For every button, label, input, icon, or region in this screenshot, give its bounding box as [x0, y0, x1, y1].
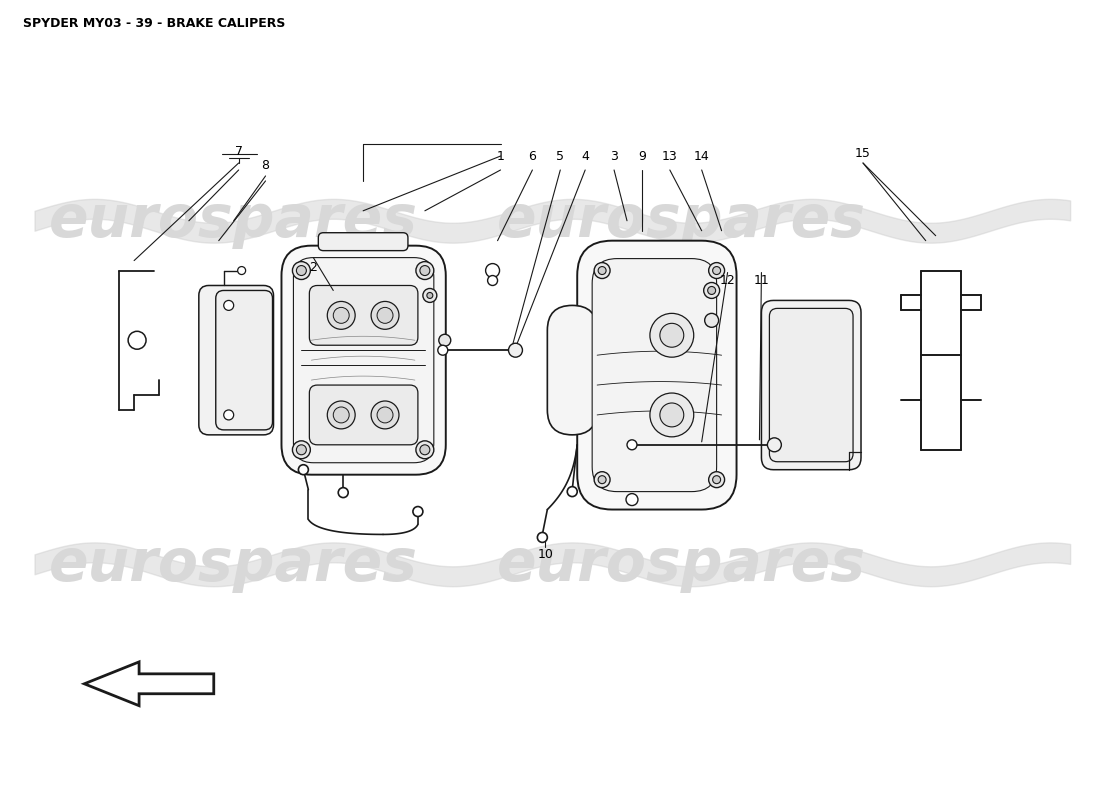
Text: 6: 6 [528, 150, 537, 162]
Circle shape [422, 289, 437, 302]
FancyBboxPatch shape [318, 233, 408, 250]
Circle shape [626, 494, 638, 506]
Text: 9: 9 [638, 150, 646, 162]
FancyBboxPatch shape [578, 241, 737, 510]
Circle shape [328, 401, 355, 429]
Circle shape [377, 407, 393, 423]
Circle shape [377, 307, 393, 323]
Text: 4: 4 [581, 150, 590, 162]
Circle shape [338, 488, 349, 498]
Circle shape [594, 472, 610, 488]
Circle shape [333, 407, 349, 423]
Circle shape [296, 266, 307, 275]
Text: 14: 14 [694, 150, 710, 162]
Circle shape [293, 441, 310, 458]
Text: eurospares: eurospares [50, 192, 418, 250]
Circle shape [705, 314, 718, 327]
FancyBboxPatch shape [769, 308, 852, 462]
Circle shape [650, 314, 694, 357]
Circle shape [707, 286, 716, 294]
Text: 3: 3 [610, 150, 618, 162]
Circle shape [223, 301, 233, 310]
Circle shape [439, 334, 451, 346]
Circle shape [594, 262, 610, 278]
Text: 2: 2 [309, 261, 317, 274]
Circle shape [238, 266, 245, 274]
Circle shape [416, 262, 433, 279]
Circle shape [650, 393, 694, 437]
Text: SPYDER MY03 - 39 - BRAKE CALIPERS: SPYDER MY03 - 39 - BRAKE CALIPERS [23, 17, 285, 30]
Circle shape [708, 262, 725, 278]
Circle shape [568, 486, 578, 497]
Text: 12: 12 [719, 274, 736, 287]
Text: 1: 1 [496, 150, 505, 162]
FancyBboxPatch shape [294, 258, 433, 462]
FancyBboxPatch shape [216, 290, 273, 430]
Circle shape [660, 323, 684, 347]
Circle shape [293, 262, 310, 279]
Circle shape [598, 476, 606, 484]
Circle shape [704, 282, 719, 298]
Text: eurospares: eurospares [497, 192, 867, 250]
Text: eurospares: eurospares [50, 536, 418, 593]
Text: 10: 10 [538, 548, 553, 561]
Circle shape [660, 403, 684, 427]
FancyBboxPatch shape [199, 286, 274, 435]
Circle shape [420, 445, 430, 454]
Circle shape [598, 266, 606, 274]
FancyBboxPatch shape [309, 385, 418, 445]
Circle shape [328, 302, 355, 330]
Text: 13: 13 [662, 150, 678, 162]
FancyBboxPatch shape [761, 301, 861, 470]
FancyArrow shape [85, 662, 213, 706]
Circle shape [485, 263, 499, 278]
Circle shape [128, 331, 146, 350]
Text: 5: 5 [557, 150, 564, 162]
Circle shape [627, 440, 637, 450]
Circle shape [538, 533, 548, 542]
Text: 15: 15 [855, 146, 871, 159]
Circle shape [420, 266, 430, 275]
Circle shape [508, 343, 522, 357]
Circle shape [412, 506, 422, 517]
Text: 8: 8 [262, 159, 270, 173]
Circle shape [371, 302, 399, 330]
Circle shape [713, 476, 721, 484]
FancyBboxPatch shape [548, 306, 597, 435]
Circle shape [223, 410, 233, 420]
Circle shape [371, 401, 399, 429]
Text: eurospares: eurospares [497, 536, 867, 593]
Circle shape [416, 441, 433, 458]
Circle shape [333, 307, 349, 323]
Circle shape [296, 445, 307, 454]
FancyBboxPatch shape [309, 286, 418, 346]
Circle shape [713, 266, 721, 274]
FancyBboxPatch shape [592, 258, 716, 492]
Circle shape [427, 293, 432, 298]
Text: 11: 11 [754, 274, 769, 287]
Circle shape [298, 465, 308, 474]
Circle shape [487, 275, 497, 286]
Circle shape [438, 346, 448, 355]
Circle shape [768, 438, 781, 452]
Circle shape [708, 472, 725, 488]
FancyBboxPatch shape [282, 246, 446, 474]
Text: 7: 7 [234, 145, 243, 158]
